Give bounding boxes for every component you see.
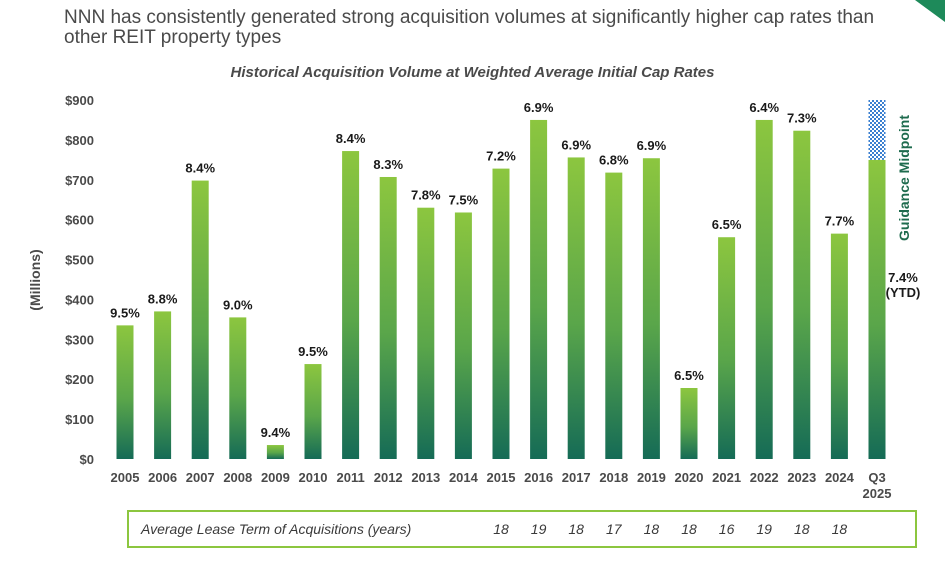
bar — [454, 212, 472, 459]
lease-term-value: 16 — [718, 521, 735, 537]
bar — [755, 119, 773, 459]
y-tick-label: $500 — [65, 253, 94, 268]
x-tick-label: 2019 — [637, 470, 666, 485]
cap-rate-label: 6.4% — [749, 100, 779, 115]
cap-rate-label: 6.8% — [599, 153, 629, 168]
x-tick-label: 2006 — [148, 470, 177, 485]
lease-term-value: 18 — [831, 521, 848, 537]
bar — [266, 445, 284, 459]
acquisition-volume-chart: $0 $100 $200 $300 $400 $500 $600 $700 $800 $900 (M… — [27, 93, 921, 501]
y-axis-label: (Millions) — [27, 249, 43, 310]
y-tick-label: $700 — [65, 173, 94, 188]
lease-term-value: 18 — [643, 521, 660, 537]
cap-rate-label: 6.5% — [712, 217, 742, 232]
lease-term-value: 18 — [681, 521, 697, 537]
y-tick-label: $600 — [65, 213, 94, 228]
cap-rate-label: 8.8% — [148, 291, 178, 306]
x-tick-label: 2017 — [562, 470, 591, 485]
x-tick-label: 2022 — [750, 470, 779, 485]
x-tick-label: 2018 — [599, 470, 628, 485]
y-tick-label: $800 — [65, 133, 94, 148]
y-tick-label: $200 — [65, 372, 94, 387]
bar — [605, 172, 623, 459]
bar — [793, 130, 811, 459]
bar — [342, 151, 360, 459]
x-tick-label: 2009 — [261, 470, 290, 485]
corner-accent — [915, 0, 945, 22]
x-tick-label: 2011 — [336, 470, 364, 485]
bar — [191, 180, 209, 459]
cap-rate-label: 9.4% — [261, 425, 291, 440]
bar — [830, 233, 848, 459]
cap-rate-label: 6.9% — [561, 137, 591, 152]
lease-term-value: 18 — [493, 521, 509, 537]
bar — [530, 119, 548, 459]
cap-rate-label: 7.2% — [486, 149, 516, 164]
lease-term-value: 19 — [756, 521, 772, 537]
x-tick-label: 2016 — [524, 470, 553, 485]
x-tick-label: 2021 — [712, 470, 741, 485]
x-tick-label: 2010 — [299, 470, 328, 485]
cap-rate-label: 7.5% — [449, 192, 479, 207]
bar — [567, 157, 585, 459]
x-tick-label: 2014 — [449, 470, 479, 485]
y-tick-label: $100 — [65, 412, 94, 427]
guidance-midpoint-bar — [868, 100, 886, 160]
bar — [868, 159, 886, 460]
cap-rate-label: 7.3% — [787, 111, 817, 126]
x-tick-label: 2024 — [825, 470, 855, 485]
headline: NNN has consistently generated strong ac… — [64, 7, 875, 48]
x-tick-label: 2007 — [186, 470, 215, 485]
cap-rate-label: 9.0% — [223, 297, 253, 312]
cap-rate-label: 8.4% — [185, 161, 215, 176]
lease-term-value: 18 — [568, 521, 584, 537]
lease-term-value: 19 — [530, 521, 547, 537]
y-tick-label: $300 — [65, 332, 94, 347]
lease-term-label: Average Lease Term of Acquisitions (year… — [141, 521, 412, 537]
chart-title: Historical Acquisition Volume at Weighte… — [230, 64, 715, 81]
lease-term-box: Average Lease Term of Acquisitions (year… — [127, 510, 917, 548]
bar — [718, 237, 736, 459]
x-tick-label: 2005 — [111, 470, 140, 485]
bar — [304, 364, 322, 459]
x-tick-label: Q3 2025 — [863, 470, 892, 501]
x-tick-label: 2008 — [223, 470, 252, 485]
bar — [154, 311, 172, 459]
cap-rate-label: 9.5% — [298, 344, 328, 359]
cap-rate-label: 6.5% — [674, 368, 704, 383]
cap-rate-label: 6.9% — [524, 100, 554, 115]
y-tick-label: $900 — [65, 93, 94, 108]
lease-term-value: 17 — [606, 521, 622, 537]
cap-rate-label: 6.9% — [637, 138, 667, 153]
y-tick-label: $0 — [80, 452, 94, 467]
x-tick-label: 2012 — [374, 470, 403, 485]
cap-rate-label: 7.4% (YTD) — [886, 270, 921, 300]
bar — [492, 168, 510, 459]
y-tick-label: $400 — [65, 292, 94, 307]
bar — [642, 158, 660, 459]
bar — [116, 325, 134, 459]
bar — [229, 317, 247, 459]
cap-rate-label: 8.3% — [373, 157, 403, 172]
cap-rate-label: 9.5% — [110, 305, 140, 320]
x-tick-label: 2023 — [787, 470, 816, 485]
cap-rate-label: 8.4% — [336, 131, 366, 146]
bar — [680, 387, 698, 459]
x-tick-label: 2013 — [411, 470, 440, 485]
bar — [379, 176, 397, 460]
lease-term-value: 18 — [794, 521, 810, 537]
bar — [417, 207, 435, 459]
cap-rate-label: 7.8% — [411, 188, 441, 203]
x-tick-label: 2020 — [675, 470, 704, 485]
cap-rate-label: 7.7% — [825, 214, 855, 229]
guidance-midpoint-label: Guidance Midpoint — [896, 115, 912, 241]
x-tick-label: 2015 — [487, 470, 516, 485]
